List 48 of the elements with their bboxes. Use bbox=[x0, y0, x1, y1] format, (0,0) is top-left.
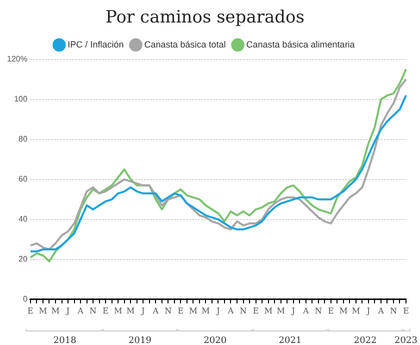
x-tick-label: A bbox=[152, 306, 159, 316]
y-tick-label: 80 bbox=[18, 134, 28, 144]
x-tick-label: M bbox=[339, 306, 348, 316]
x-tick-label: M bbox=[202, 306, 210, 316]
x-tick-label: A bbox=[377, 306, 384, 316]
x-tick-label: J bbox=[366, 306, 370, 316]
y-tick-label: 20 bbox=[18, 254, 28, 264]
legend-label: Canasta básica alimentaria bbox=[246, 39, 355, 50]
x-tick-label: N bbox=[240, 306, 247, 316]
y-tick-label: 60 bbox=[18, 174, 28, 184]
x-tick-label: E bbox=[328, 306, 334, 316]
x-tick-label: M bbox=[51, 306, 60, 316]
text: 2021 bbox=[278, 336, 302, 345]
x-tick-label: J bbox=[216, 306, 220, 316]
x-tick-label: M bbox=[352, 306, 360, 316]
x-tick-label: E bbox=[28, 306, 34, 316]
text: 2022 bbox=[354, 336, 377, 345]
x-tick-label: J bbox=[140, 306, 145, 316]
text: 2018 bbox=[53, 336, 77, 345]
x-tick-label: M bbox=[126, 306, 135, 316]
text: 2020 bbox=[204, 336, 227, 345]
x-tick-label: N bbox=[164, 306, 172, 316]
x-tick-label: J bbox=[65, 306, 70, 316]
y-tick-label: 100 bbox=[14, 94, 28, 104]
x-tick-label: E bbox=[102, 306, 109, 316]
y-tick-label: 120% bbox=[6, 54, 28, 64]
x-tick-label: A bbox=[76, 306, 84, 316]
x-tick-label: A bbox=[226, 306, 234, 316]
x-tick-label: A bbox=[302, 306, 309, 316]
chart-title: Por caminos separados bbox=[106, 8, 304, 28]
x-tick-label: E bbox=[403, 306, 410, 316]
x-tick-label: M bbox=[114, 306, 122, 316]
x-tick-label: N bbox=[390, 306, 397, 316]
legend-label: IPC / Inflación bbox=[68, 39, 124, 50]
x-tick-label: M bbox=[189, 306, 198, 316]
x-tick-label: E bbox=[178, 306, 184, 316]
text: 2023 bbox=[394, 336, 418, 345]
x-tick-label: M bbox=[38, 306, 48, 316]
x-tick-label: M bbox=[264, 306, 272, 316]
x-tick-label: M bbox=[276, 306, 285, 316]
x-tick-label: N bbox=[314, 306, 322, 316]
y-tick-label: 0 bbox=[23, 294, 28, 304]
y-tick-label: 40 bbox=[18, 214, 28, 224]
x-tick-label: J bbox=[290, 306, 295, 316]
x-tick-label: N bbox=[90, 306, 97, 316]
x-tick-label: E bbox=[252, 306, 259, 316]
text: 2019 bbox=[128, 336, 152, 345]
legend-label: Canasta básica total bbox=[144, 39, 226, 50]
